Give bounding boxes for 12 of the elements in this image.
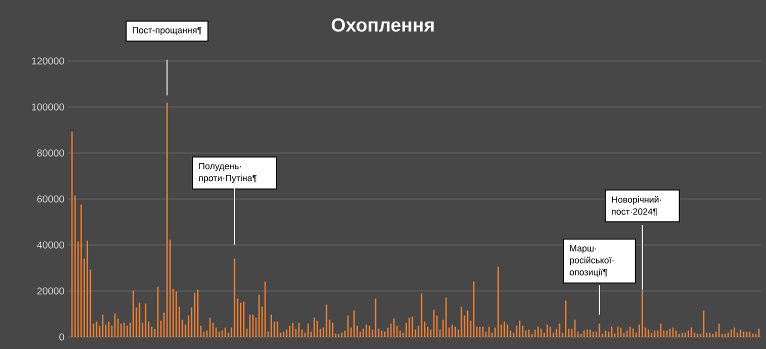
- y-tick-label: 100000: [32, 103, 64, 111]
- y-tick-label: 40000: [37, 241, 64, 249]
- y-tick-label: 120000: [32, 57, 64, 65]
- annotation: Полудень· проти·Путіна¶: [199, 163, 257, 183]
- annotation: Марш· російської· опозиції¶: [570, 245, 614, 278]
- chart-title: Охоплення: [332, 18, 434, 32]
- y-tick-label: 60000: [37, 195, 64, 203]
- y-tick-label: 80000: [37, 149, 64, 157]
- y-tick-label: 0: [59, 333, 64, 341]
- text: Пост-прощання¶: [132, 27, 202, 36]
- annotation: Новорічний· пост·2024¶: [612, 196, 661, 216]
- y-tick-label: 20000: [37, 287, 64, 295]
